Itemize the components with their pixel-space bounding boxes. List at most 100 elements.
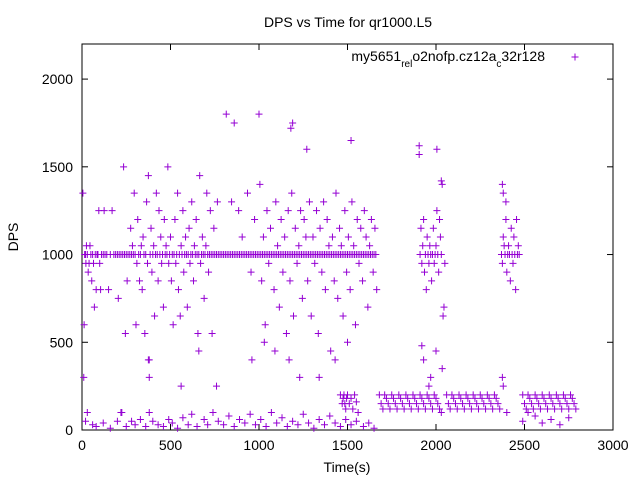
data-point [420, 268, 428, 276]
data-point [323, 215, 331, 223]
data-point [151, 312, 159, 320]
data-point [327, 347, 335, 355]
data-point [157, 233, 165, 241]
data-point [528, 400, 536, 408]
data-point [143, 259, 151, 267]
data-point [384, 400, 392, 408]
data-point [514, 242, 522, 250]
data-point [544, 405, 552, 413]
data-point [430, 259, 438, 267]
data-point [128, 242, 136, 250]
data-point [339, 312, 347, 320]
data-point [275, 303, 283, 311]
data-point [139, 233, 147, 241]
data-point [289, 119, 297, 127]
data-point [425, 382, 433, 390]
data-point [320, 421, 328, 429]
data-point [433, 207, 441, 215]
data-point [236, 415, 244, 423]
data-point [459, 400, 467, 408]
data-point [315, 415, 323, 423]
data-point [347, 394, 355, 402]
data-point [330, 277, 338, 285]
data-point [485, 394, 493, 402]
data-point [400, 405, 408, 413]
data-point [265, 259, 273, 267]
data-point [134, 215, 142, 223]
data-point [225, 412, 233, 420]
data-point [415, 142, 423, 150]
data-point [105, 286, 113, 294]
data-point [120, 163, 128, 171]
data-point [342, 415, 350, 423]
data-point [359, 422, 367, 430]
data-point [346, 286, 354, 294]
data-point [355, 259, 363, 267]
data-point [325, 242, 333, 250]
data-point [198, 233, 206, 241]
data-point [377, 400, 385, 408]
data-point [214, 417, 222, 425]
data-point [128, 417, 136, 425]
data-point [455, 391, 463, 399]
data-point [271, 347, 279, 355]
data-point [565, 405, 573, 413]
data-point [174, 424, 182, 432]
data-point [469, 391, 477, 399]
data-point [531, 391, 539, 399]
data-point [349, 405, 357, 413]
data-point [131, 421, 139, 429]
data-point [512, 286, 520, 294]
data-point [300, 215, 308, 223]
data-point [305, 198, 313, 206]
data-point [433, 145, 441, 153]
data-point [438, 365, 446, 373]
data-point [503, 408, 511, 416]
data-point [142, 422, 150, 430]
data-point [258, 277, 266, 285]
legend-plus-marker [571, 53, 579, 61]
data-point [506, 277, 514, 285]
data-point [261, 321, 269, 329]
data-point [423, 391, 431, 399]
data-point [533, 394, 541, 402]
data-point [362, 233, 370, 241]
data-point [180, 268, 188, 276]
data-point [256, 180, 264, 188]
data-point [86, 242, 94, 250]
data-point [298, 294, 306, 302]
data-point [413, 400, 421, 408]
data-point [344, 338, 351, 346]
data-point [182, 233, 190, 241]
data-point [90, 303, 98, 311]
data-point [521, 400, 528, 408]
data-point [462, 391, 470, 399]
data-point [176, 312, 184, 320]
data-point [332, 189, 340, 197]
data-point [277, 215, 285, 223]
data-point [492, 394, 500, 402]
data-point [371, 224, 379, 232]
data-point [367, 215, 375, 223]
data-point [336, 422, 344, 430]
data-point [418, 342, 426, 350]
data-point [257, 415, 265, 423]
data-point [391, 400, 399, 408]
data-point [273, 419, 281, 427]
data-point [272, 198, 280, 206]
data-point [96, 259, 104, 267]
data-point [141, 330, 149, 337]
data-point [426, 242, 434, 250]
y-tick-label: 1500 [42, 159, 73, 175]
data-point [505, 242, 513, 250]
data-point [195, 347, 203, 355]
data-point [398, 400, 406, 408]
data-point [552, 391, 560, 399]
data-point [296, 373, 304, 381]
x-tick-label: 1500 [332, 437, 363, 453]
data-point [404, 394, 412, 402]
axis-ticks: 0 500 1000 1500 2000 2500 3000 0 500 1000 1500 2000 [42, 44, 629, 453]
data-point [457, 394, 465, 402]
data-point [478, 394, 486, 402]
data-point [379, 405, 387, 413]
